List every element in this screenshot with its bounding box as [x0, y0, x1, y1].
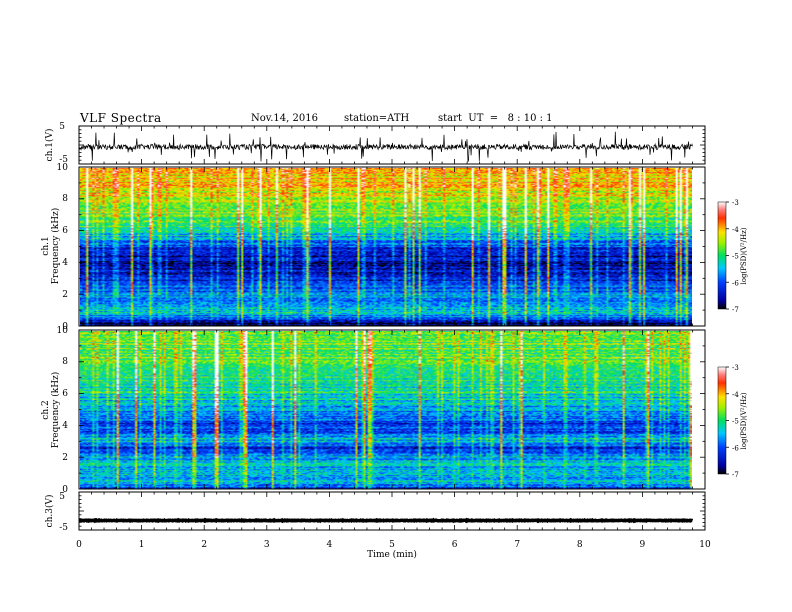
ch1-ytick-2: 2 [62, 290, 68, 300]
x-tick-labels: 0 1 2 3 4 5 6 7 8 9 10 [76, 540, 711, 550]
x-tick-label: 2 [201, 540, 207, 550]
colorbar-tick-label: -4 [732, 391, 739, 399]
ch3-waveform-frame [78, 491, 706, 531]
ch2-colorbar [717, 366, 727, 475]
x-tick-label: 9 [640, 540, 646, 550]
ch1-spectrogram-yticks: 0 2 4 6 8 10 [57, 163, 69, 332]
ch1-waveform-line [78, 131, 693, 162]
ch2-spectrogram-ylabel: Frequency (kHz) [50, 372, 61, 449]
ch1-ytick-6: 6 [62, 226, 68, 236]
ch1-ytick-4: 4 [62, 258, 68, 268]
x-tick-label: 3 [264, 540, 270, 550]
ch3-waveform-line [78, 517, 694, 524]
x-axis-label: Time (min) [367, 549, 417, 560]
ch1-colorbar [717, 201, 727, 310]
x-tick-label: 5 [389, 540, 395, 550]
ch1-ytick-10: 10 [57, 163, 69, 173]
ch2-ytick-4: 4 [62, 421, 68, 431]
ch2-ytick-0: 0 [62, 485, 68, 495]
ch3-ytick-min: -5 [59, 523, 68, 533]
ch2-ytick-2: 2 [62, 453, 68, 463]
x-tick-label: 0 [76, 540, 82, 550]
ch3-waveform-ylabel: ch.3(V) [44, 495, 55, 528]
colorbar-tick-label: -5 [732, 418, 739, 426]
colorbar-tick-label: -6 [732, 279, 739, 287]
colorbar-tick-label: -3 [732, 364, 739, 372]
x-tick-label: 6 [452, 540, 458, 550]
ch1-ytick-max: 5 [59, 122, 65, 132]
start-time-label: start UT = 8 : 10 : 1 [438, 113, 553, 124]
x-tick-label: 4 [327, 540, 333, 550]
ch2-spectrogram-channel-label: ch.2 [41, 400, 51, 419]
ch1-ytick-8: 8 [62, 194, 68, 204]
ch2-colorbar-label: log(PSD)(V²/Hz) [740, 392, 748, 449]
ch2-ytick-10: 10 [57, 326, 69, 336]
ch3-ytick-max: 5 [59, 492, 65, 502]
colorbar-tick-label: -4 [732, 226, 739, 234]
x-tick-label: 10 [699, 540, 711, 550]
x-tick-label: 1 [139, 540, 145, 550]
ch1-spectrogram-ylabel: Frequency (kHz) [50, 208, 61, 285]
colorbar-tick-label: -7 [732, 306, 739, 314]
colorbar-tick-label: -3 [732, 199, 739, 207]
ch2-spectrogram-image [80, 331, 692, 489]
ch2-spectrogram-yticks: 0 2 4 6 8 10 [57, 326, 69, 495]
colorbar-ticks: -3 -4 -5 -6 -7 -3 -4 -5 -6 -7 [726, 199, 739, 479]
ch2-ytick-8: 8 [62, 357, 68, 367]
ch1-waveform-ylabel: ch.1(V) [44, 129, 55, 162]
x-tick-label: 8 [577, 540, 583, 550]
ch1-spectrogram-channel-label: ch.1 [41, 236, 51, 255]
axis-ticks [78, 125, 706, 531]
colorbar-tick-label: -5 [732, 253, 739, 261]
ch2-ytick-6: 6 [62, 389, 68, 399]
station-label: station=ATH [344, 113, 410, 124]
figure-title: VLF Spectra [80, 111, 162, 125]
colorbar-tick-label: -7 [732, 471, 739, 479]
ch1-spectrogram-image [80, 168, 692, 326]
date-label: Nov.14, 2016 [251, 113, 318, 124]
ch1-colorbar-label: log(PSD)(V²/Hz) [740, 227, 748, 284]
x-tick-label: 7 [514, 540, 520, 550]
ch1-ytick-min: -5 [59, 155, 68, 165]
ch1-ytick-0: 0 [62, 322, 68, 332]
colorbar-tick-label: -6 [732, 444, 739, 452]
